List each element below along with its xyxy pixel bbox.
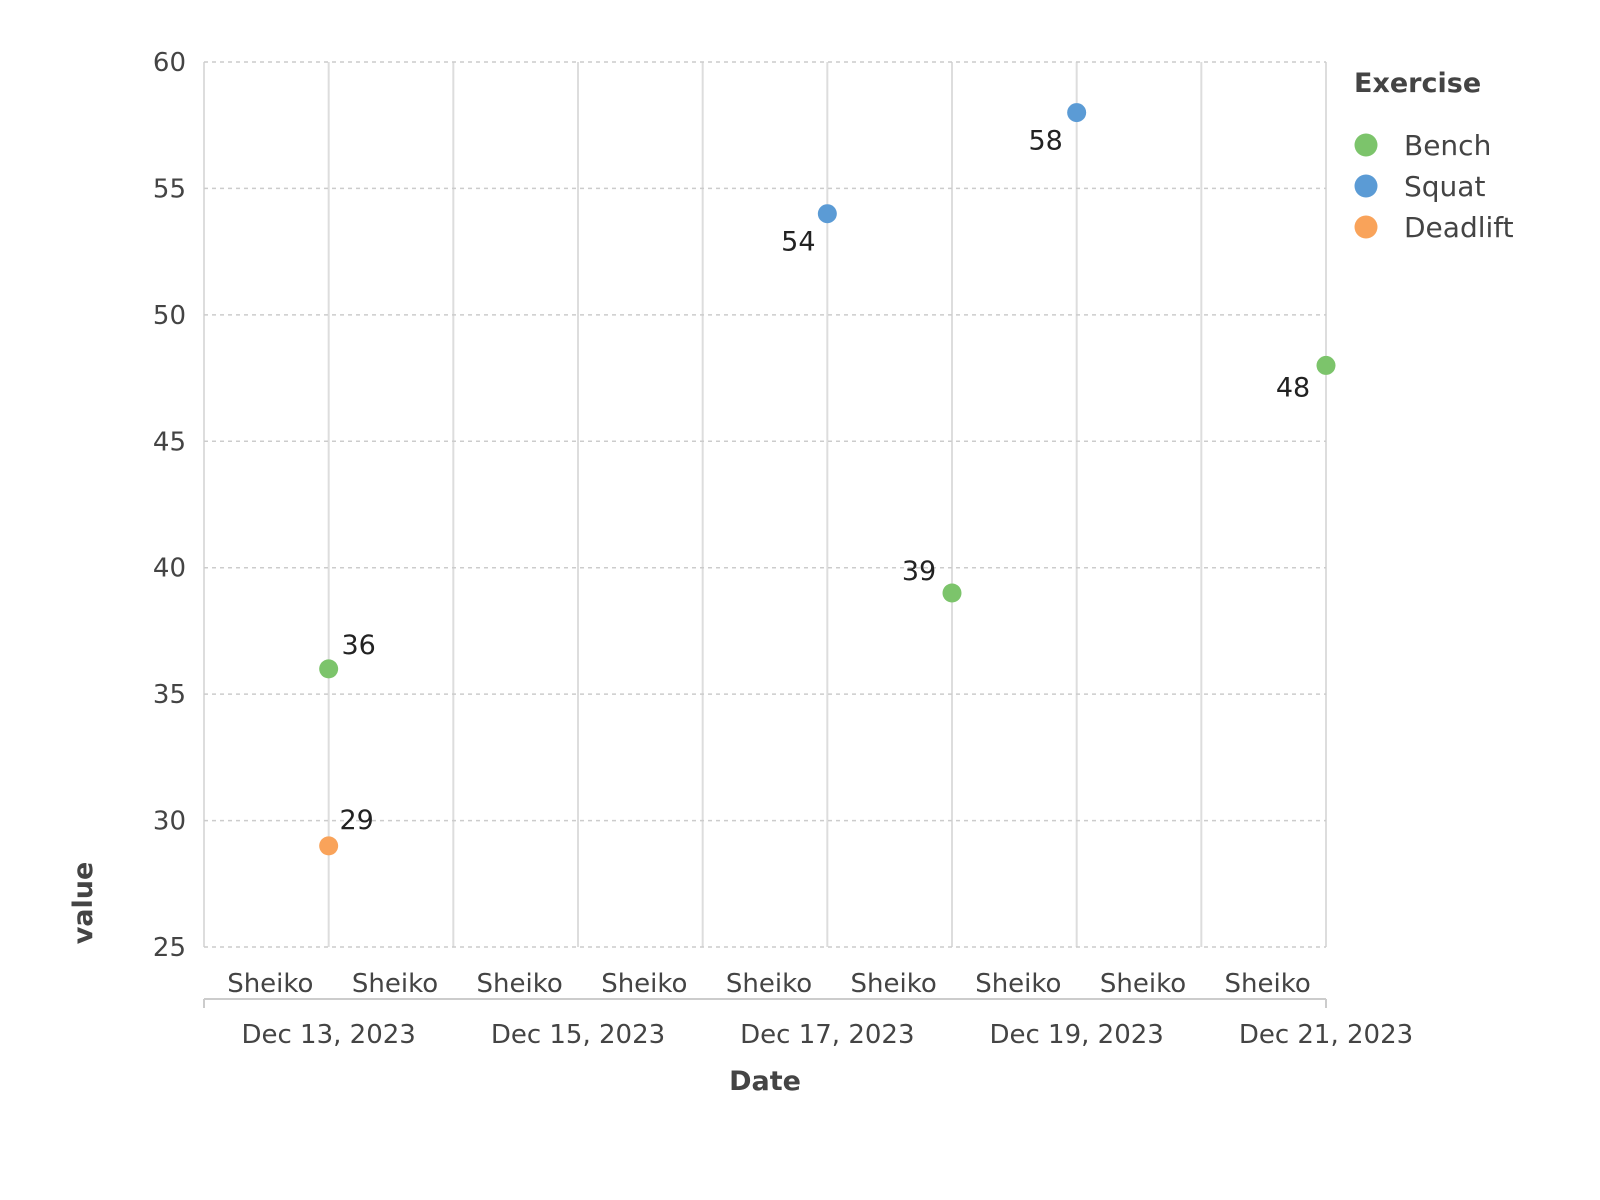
x-tick-label: Dec 15, 2023 bbox=[491, 1020, 665, 1050]
band-labels: Sheiko Sheiko Sheiko Sheiko Sheiko Sheiko Shei… bbox=[227, 969, 1311, 999]
legend: Exercise Bench Squat Deadlift bbox=[1354, 68, 1514, 244]
data-point-bench bbox=[1316, 355, 1336, 375]
band-label: Sheiko bbox=[851, 969, 937, 999]
x-tick-label: Dec 17, 2023 bbox=[740, 1020, 914, 1050]
data-label: 39 bbox=[902, 556, 936, 587]
data-label: 48 bbox=[1276, 372, 1310, 403]
legend-swatch-squat bbox=[1354, 174, 1378, 198]
y-axis: 25 30 35 40 45 50 55 60 bbox=[153, 48, 186, 963]
y-tick-label: 50 bbox=[153, 301, 186, 331]
x-tick-label: Dec 19, 2023 bbox=[989, 1020, 1163, 1050]
legend-label: Bench bbox=[1404, 129, 1491, 162]
y-tick-label: 40 bbox=[153, 554, 186, 584]
data-point-bench bbox=[319, 659, 339, 679]
y-tick-label: 35 bbox=[153, 680, 186, 710]
x-axis: Dec 13, 2023 Dec 15, 2023 Dec 17, 2023 Dec … bbox=[203, 998, 1413, 1050]
y-tick-label: 60 bbox=[153, 48, 186, 78]
data-label: 36 bbox=[341, 630, 375, 661]
band-label: Sheiko bbox=[1225, 969, 1311, 999]
band-label: Sheiko bbox=[352, 969, 438, 999]
x-tick-label: Dec 13, 2023 bbox=[241, 1020, 415, 1050]
data-label: 29 bbox=[339, 805, 373, 836]
y-tick-label: 30 bbox=[153, 807, 186, 837]
band-label: Sheiko bbox=[477, 969, 563, 999]
band-label: Sheiko bbox=[227, 969, 313, 999]
legend-title: Exercise bbox=[1354, 68, 1481, 99]
band-label: Sheiko bbox=[975, 969, 1061, 999]
legend-swatch-deadlift bbox=[1354, 215, 1378, 239]
x-tick-label: Dec 21, 2023 bbox=[1239, 1020, 1413, 1050]
legend-swatch-bench bbox=[1354, 133, 1378, 157]
legend-label: Deadlift bbox=[1404, 211, 1514, 244]
y-tick-label: 25 bbox=[153, 933, 186, 963]
band-label: Sheiko bbox=[1100, 969, 1186, 999]
y-tick-label: 45 bbox=[153, 427, 186, 457]
data-point-squat bbox=[1067, 103, 1087, 123]
y-tick-label: 55 bbox=[153, 174, 186, 204]
legend-label: Squat bbox=[1404, 170, 1485, 203]
data-points: 36 39 48 54 58 29 bbox=[319, 103, 1336, 856]
band-label: Sheiko bbox=[601, 969, 687, 999]
x-axis-title: Date bbox=[729, 1066, 801, 1097]
y-axis-title: value bbox=[68, 862, 99, 945]
data-point-bench bbox=[942, 583, 962, 603]
data-point-squat bbox=[817, 204, 837, 224]
data-label: 58 bbox=[1028, 126, 1062, 157]
data-point-deadlift bbox=[319, 836, 339, 856]
band-label: Sheiko bbox=[726, 969, 812, 999]
data-label: 54 bbox=[781, 227, 815, 258]
